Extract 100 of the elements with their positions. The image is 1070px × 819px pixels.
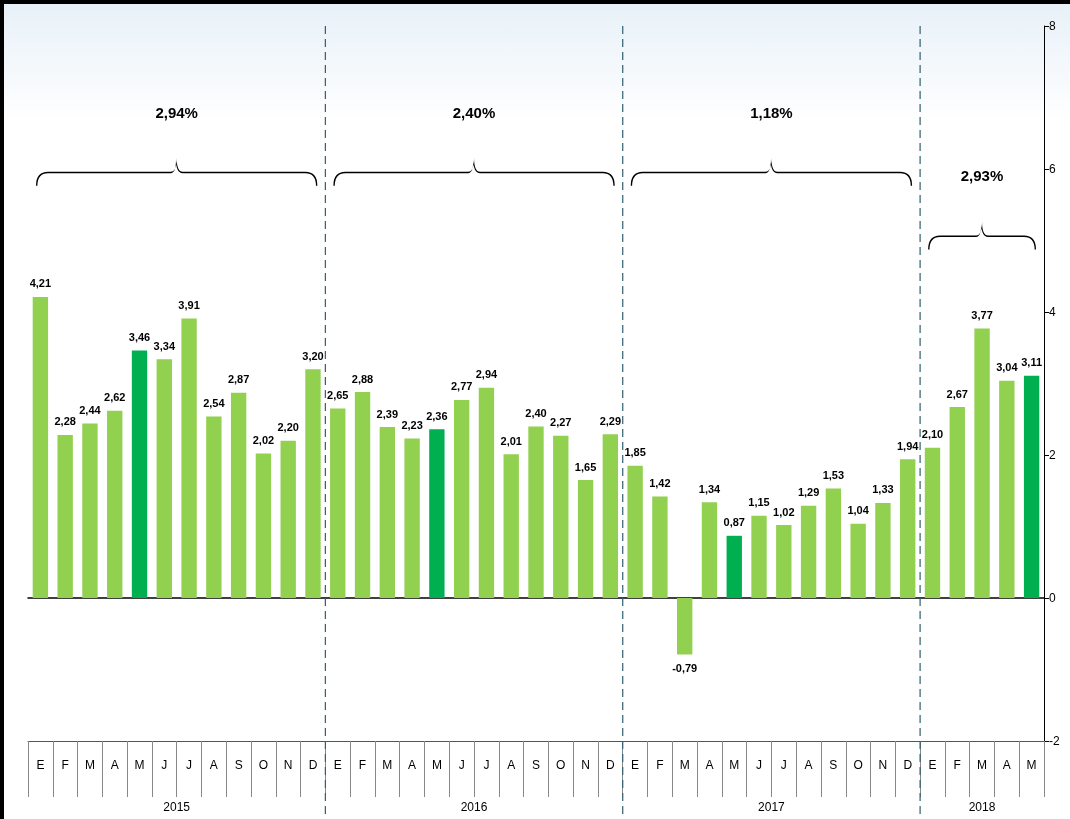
bar	[701, 502, 718, 598]
y-tick-label: 6	[1049, 162, 1056, 176]
x-tick-label: A	[1002, 758, 1011, 772]
bar	[677, 598, 693, 655]
bar	[330, 408, 346, 598]
data-label: 2,27	[550, 416, 572, 429]
bar	[850, 523, 866, 598]
bar	[206, 416, 222, 598]
x-tick-label: J	[458, 758, 465, 772]
x-tick-label: J	[483, 758, 490, 772]
bar	[230, 392, 247, 598]
y-tick-label: 2	[1049, 448, 1056, 462]
bar	[751, 515, 767, 598]
data-label: 2,10	[921, 428, 944, 441]
x-tick-label: M	[729, 758, 740, 772]
bar	[800, 505, 817, 598]
data-label: 2,94	[475, 368, 499, 381]
x-tick-label: J	[186, 758, 193, 772]
x-tick-label: D	[903, 758, 913, 772]
bar	[999, 380, 1015, 598]
x-tick-label: M	[977, 758, 988, 772]
x-tick-label: S	[829, 758, 838, 772]
bar	[156, 359, 172, 598]
data-label: 2,40	[525, 406, 547, 419]
annotation: 1,18%	[750, 103, 793, 121]
x-tick-label: D	[606, 758, 616, 772]
text: 2015	[163, 800, 191, 814]
data-label: 1,85	[624, 446, 646, 459]
data-label: 2,65	[327, 389, 349, 402]
text: 2018	[968, 800, 996, 814]
data-label: 1,94	[897, 439, 920, 452]
bar	[528, 426, 544, 598]
x-tick-label: A	[408, 758, 417, 772]
data-label: 1,33	[872, 483, 894, 496]
data-label: 3,46	[128, 331, 151, 344]
data-label: 3,11	[1021, 356, 1043, 369]
x-tick-label: M	[1026, 758, 1037, 772]
data-label: 1,42	[649, 476, 671, 489]
x-tick-label: A	[209, 758, 218, 772]
data-label: 2,87	[227, 373, 250, 386]
x-tick-label: E	[333, 758, 342, 772]
data-label: 2,44	[79, 404, 102, 417]
x-tick-label: N	[283, 758, 293, 772]
bar	[602, 434, 619, 598]
bar	[900, 459, 916, 598]
bar	[57, 434, 73, 598]
bar	[503, 454, 519, 598]
bar	[379, 427, 395, 598]
x-tick-label: M	[134, 758, 145, 772]
data-label: 2,23	[401, 419, 423, 432]
data-label: 2,20	[277, 421, 299, 434]
data-label: 1,15	[748, 496, 770, 509]
data-label: 3,34	[153, 339, 176, 352]
x-tick-label: J	[780, 758, 787, 772]
annotation: 2,93%	[960, 167, 1004, 185]
data-label: 1,34	[698, 482, 722, 495]
bar	[627, 465, 643, 598]
bar	[652, 496, 668, 598]
data-label: 3,91	[178, 298, 200, 311]
bar	[131, 350, 148, 598]
annotation: 2,40%	[452, 103, 496, 121]
bar	[875, 502, 891, 598]
annotation: 2,94%	[155, 103, 198, 121]
data-label: 3,77	[971, 308, 993, 321]
y-tick-label: 8	[1049, 19, 1056, 33]
data-label: 2,36	[426, 409, 448, 422]
x-tick-label: E	[36, 758, 45, 772]
bar	[255, 453, 272, 598]
data-label: 2,62	[104, 391, 126, 404]
data-label: 1,65	[574, 460, 597, 473]
x-tick-label: A	[507, 758, 516, 772]
x-tick-label: F	[358, 758, 367, 772]
bar	[949, 407, 965, 598]
x-tick-label: N	[878, 758, 888, 772]
x-tick-label: F	[61, 758, 69, 772]
x-tick-label: E	[631, 758, 640, 772]
bar	[553, 435, 569, 598]
y-tick-label: -2	[1049, 734, 1060, 748]
data-label: 3,04	[996, 361, 1019, 374]
x-tick-label: A	[705, 758, 714, 772]
bar	[354, 392, 371, 598]
data-label: 2,02	[252, 434, 275, 447]
data-label: 2,01	[500, 434, 522, 447]
x-tick-label: A	[110, 758, 119, 772]
x-tick-label: A	[804, 758, 813, 772]
y-tick-label: 0	[1049, 591, 1056, 605]
bar	[825, 488, 842, 598]
x-tick-label: S	[234, 758, 243, 772]
y-tick-label: 4	[1049, 305, 1056, 319]
x-tick-label: D	[308, 758, 318, 772]
bar	[32, 296, 49, 598]
x-tick-label: M	[84, 758, 95, 772]
data-label: 2,28	[54, 415, 76, 428]
bar	[429, 429, 445, 598]
bar	[478, 387, 495, 598]
bar	[776, 525, 792, 598]
bar	[82, 423, 98, 598]
data-label: 2,67	[946, 387, 968, 400]
data-label: 1,02	[773, 505, 795, 518]
x-tick-label: F	[953, 758, 961, 772]
